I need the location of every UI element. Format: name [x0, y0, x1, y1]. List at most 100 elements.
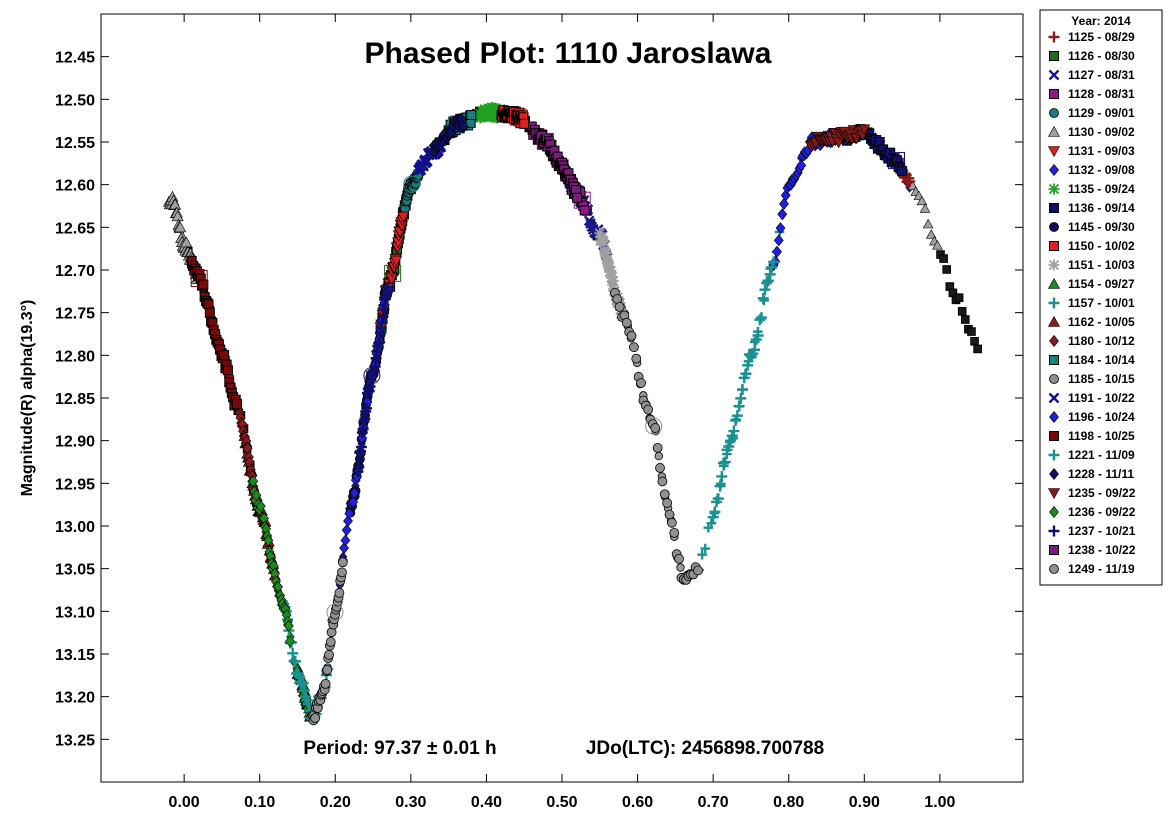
data-point [768, 256, 780, 268]
legend-label: 1235 - 09/22 [1068, 486, 1136, 500]
data-point [466, 110, 477, 121]
legend-marker [1048, 183, 1060, 195]
data-point [374, 336, 386, 348]
legend-marker [1047, 488, 1061, 500]
base-point [939, 254, 948, 263]
data-point [655, 463, 665, 473]
data-point [650, 423, 661, 433]
data-point [353, 461, 365, 473]
base-point [706, 518, 717, 529]
data-point [348, 495, 359, 508]
data-point [662, 498, 673, 508]
base-point [922, 218, 934, 229]
data-point [659, 489, 670, 500]
data-point [198, 279, 209, 290]
base-point [967, 327, 976, 336]
legend-label: 1127 - 08/31 [1068, 68, 1135, 82]
data-point [728, 425, 740, 437]
legend-entry: 1128 - 08/31 [1049, 87, 1135, 101]
legend-label: 1136 - 09/14 [1068, 201, 1135, 215]
highlight-marker [888, 152, 906, 170]
data-point [759, 284, 771, 296]
data-point [203, 299, 214, 310]
legend-entry: 1135 - 09/24 [1048, 182, 1135, 196]
legend-marker [1049, 108, 1059, 118]
legend-entry: 1129 - 09/01 [1049, 106, 1135, 120]
y-tick-label: 13.00 [55, 519, 95, 536]
data-point [757, 292, 769, 304]
base-point [700, 543, 711, 554]
legend-label: 1249 - 11/19 [1068, 562, 1135, 576]
data-point [572, 192, 583, 203]
x-tick-label: 0.90 [849, 794, 880, 811]
series-15 [707, 256, 780, 523]
y-tick-label: 13.15 [55, 647, 95, 664]
data-point [251, 489, 262, 502]
highlight-marker [403, 175, 421, 193]
data-point [232, 398, 243, 409]
legend-entry: 1196 - 10/24 [1049, 410, 1135, 424]
data-point [742, 359, 754, 371]
data-point [349, 487, 360, 500]
legend-label: 1238 - 10/22 [1068, 543, 1136, 557]
legend-marker [1047, 315, 1061, 327]
series-28 [534, 130, 583, 203]
base-point [932, 239, 943, 250]
legend-marker [1047, 146, 1061, 158]
legend-entry: 1145 - 09/30 [1049, 220, 1135, 234]
legend-label: 1125 - 08/29 [1068, 30, 1135, 44]
legend-label: 1151 - 10/03 [1068, 258, 1135, 272]
data-point [775, 222, 786, 235]
data-point [629, 342, 639, 353]
data-point [761, 277, 773, 289]
y-tick-label: 13.25 [55, 732, 95, 749]
data-point [605, 265, 617, 277]
legend-marker [1049, 564, 1059, 574]
data-point [707, 511, 719, 523]
data-point [740, 368, 752, 380]
data-point [334, 588, 345, 598]
data-point [378, 303, 390, 315]
legend-marker [1047, 125, 1061, 137]
data-point [344, 507, 355, 520]
legend-marker [1049, 355, 1059, 365]
legend-entry: 1150 - 10/02 [1049, 239, 1135, 253]
data-point [756, 312, 768, 324]
data-point [621, 317, 632, 328]
legend-marker [1048, 69, 1060, 81]
base-point [697, 549, 707, 560]
data-point [724, 435, 736, 447]
y-tick-label: 12.45 [55, 50, 95, 67]
legend-entry: 1185 - 10/15 [1049, 372, 1135, 386]
data-point [355, 441, 367, 453]
data-point [174, 221, 187, 233]
data-point [598, 236, 610, 248]
data-point [302, 698, 314, 710]
y-tick-label: 12.70 [55, 263, 95, 280]
data-point [636, 378, 646, 388]
data-point [204, 307, 215, 318]
legend-entry: 1236 - 09/22 [1049, 505, 1136, 519]
y-tick-label: 13.05 [55, 562, 95, 579]
legend-label: 1184 - 10/14 [1068, 353, 1135, 367]
y-tick-label: 12.65 [55, 220, 95, 237]
legend-entry: 1151 - 10/03 [1048, 258, 1135, 272]
legend-marker [1049, 164, 1059, 176]
series-12 [496, 105, 530, 129]
data-point [297, 677, 309, 689]
legend-label: 1150 - 10/02 [1068, 239, 1135, 253]
data-point [361, 402, 373, 414]
data-point [714, 480, 726, 492]
x-tick-label: 0.00 [169, 794, 200, 811]
data-point [832, 137, 845, 149]
x-tick-label: 0.40 [471, 794, 502, 811]
x-tick-label: 0.80 [773, 794, 804, 811]
legend-entry: 1127 - 08/31 [1048, 68, 1135, 82]
data-point [796, 159, 807, 172]
axes: 12.45 12.50 12.55 12.60 12.65 12.70 12.75 12.80… [55, 14, 1023, 811]
data-point [752, 330, 764, 342]
legend-entry: 1184 - 10/14 [1049, 353, 1135, 367]
legend-entry: 1136 - 09/14 [1049, 201, 1135, 215]
legend-marker [1048, 449, 1060, 461]
x-tick-label: 0.20 [320, 794, 351, 811]
